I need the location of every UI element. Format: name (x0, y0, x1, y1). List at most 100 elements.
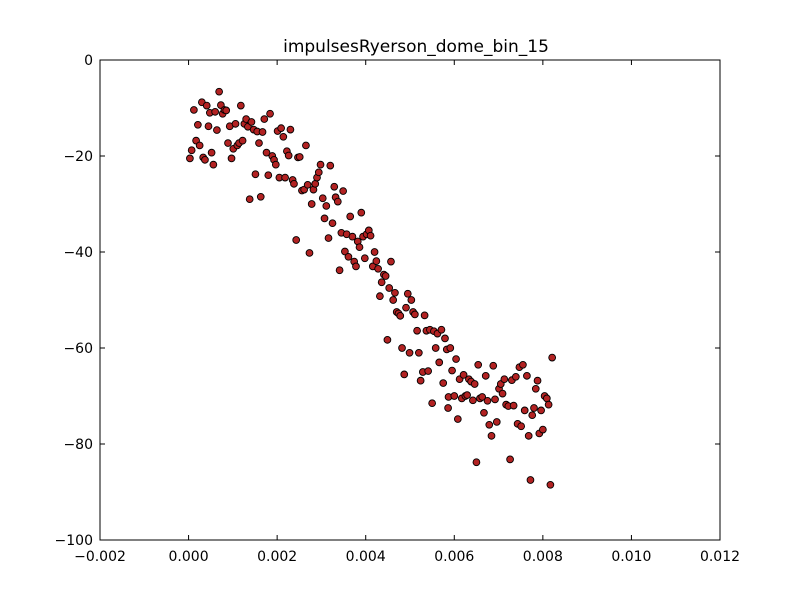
data-point (444, 404, 452, 412)
data-point (398, 344, 406, 352)
data-point (314, 168, 323, 177)
data-point (448, 366, 456, 375)
data-point (320, 214, 329, 223)
data-point (348, 232, 357, 241)
data-point (489, 361, 498, 370)
data-point (260, 115, 269, 123)
data-point (357, 208, 366, 217)
data-point (295, 153, 304, 161)
data-point (413, 326, 421, 335)
data-point (245, 195, 254, 204)
data-point (480, 408, 488, 417)
data-point (481, 371, 490, 380)
data-point (452, 355, 460, 363)
data-point (316, 160, 325, 169)
y-axis: 0 −20 −40 −60 −80 −100 (55, 53, 720, 549)
x-tick-label: 0.010 (611, 549, 651, 565)
data-point (324, 234, 333, 242)
data-point (264, 171, 273, 180)
data-point (330, 182, 339, 191)
data-point (202, 101, 211, 110)
data-point (374, 264, 382, 273)
data-point (530, 404, 538, 412)
chart-title: impulsesRyerson_dome_bin_15 (283, 37, 549, 57)
data-point (469, 396, 477, 405)
data-point (548, 353, 557, 362)
data-point (339, 187, 347, 195)
data-point (441, 334, 449, 343)
data-point (517, 422, 526, 431)
data-point (387, 257, 395, 266)
data-point (215, 87, 223, 96)
data-point (258, 128, 267, 136)
data-point (411, 310, 419, 319)
data-point (415, 348, 423, 357)
data-point (247, 118, 256, 126)
data-point (539, 425, 547, 434)
data-point (528, 411, 537, 420)
data-point (546, 480, 555, 489)
data-point (186, 154, 194, 163)
data-point (352, 262, 360, 271)
data-point (463, 391, 471, 399)
data-point (195, 141, 204, 150)
data-point (520, 406, 529, 415)
data-point (385, 284, 394, 292)
data-point (271, 160, 280, 169)
data-point (251, 170, 260, 179)
data-point (524, 431, 533, 440)
data-point (360, 254, 369, 263)
data-point (491, 395, 499, 404)
data-point (305, 249, 314, 257)
data-point (318, 194, 327, 203)
data-point (236, 101, 245, 110)
y-tick-label: −100 (55, 533, 93, 549)
data-point (355, 243, 364, 252)
x-tick-label: −0.002 (74, 549, 126, 565)
data-point (509, 401, 518, 410)
data-point (381, 272, 390, 280)
data-point (474, 360, 483, 369)
data-point (346, 212, 355, 221)
data-point (459, 371, 468, 379)
data-point (284, 151, 293, 160)
data-point (416, 376, 425, 385)
data-point (435, 358, 444, 367)
data-point (224, 139, 232, 147)
data-point (492, 418, 501, 426)
data-point (256, 192, 265, 201)
data-point (238, 136, 247, 145)
data-point (407, 296, 416, 304)
data-point (439, 379, 448, 387)
data-point (207, 148, 216, 157)
data-point (487, 431, 496, 440)
data-point (292, 236, 301, 244)
data-point (544, 400, 553, 409)
data-point (190, 106, 198, 114)
data-point (194, 120, 202, 129)
data-point (255, 139, 263, 147)
data-point (453, 415, 462, 423)
x-tick-label: 0.012 (700, 549, 740, 565)
data-point (472, 458, 481, 467)
data-point (402, 303, 410, 312)
data-point (437, 325, 446, 334)
data-point (506, 455, 514, 464)
data-point (322, 202, 331, 210)
data-point (281, 173, 289, 182)
x-axis: −0.002 0.000 0.002 0.004 0.006 0.008 0.010 0.01… (74, 60, 740, 565)
data-point (485, 420, 494, 429)
data-point (526, 476, 535, 484)
data-point (389, 296, 398, 304)
data-point (372, 257, 381, 265)
y-tick-label: −40 (63, 245, 93, 261)
data-point (533, 376, 542, 385)
data-point (483, 396, 492, 405)
y-tick-label: −60 (63, 341, 93, 357)
data-point (328, 219, 337, 228)
data-point (396, 311, 405, 320)
y-tick-label: −80 (63, 437, 93, 453)
data-point (326, 161, 335, 170)
data-point (519, 360, 527, 369)
